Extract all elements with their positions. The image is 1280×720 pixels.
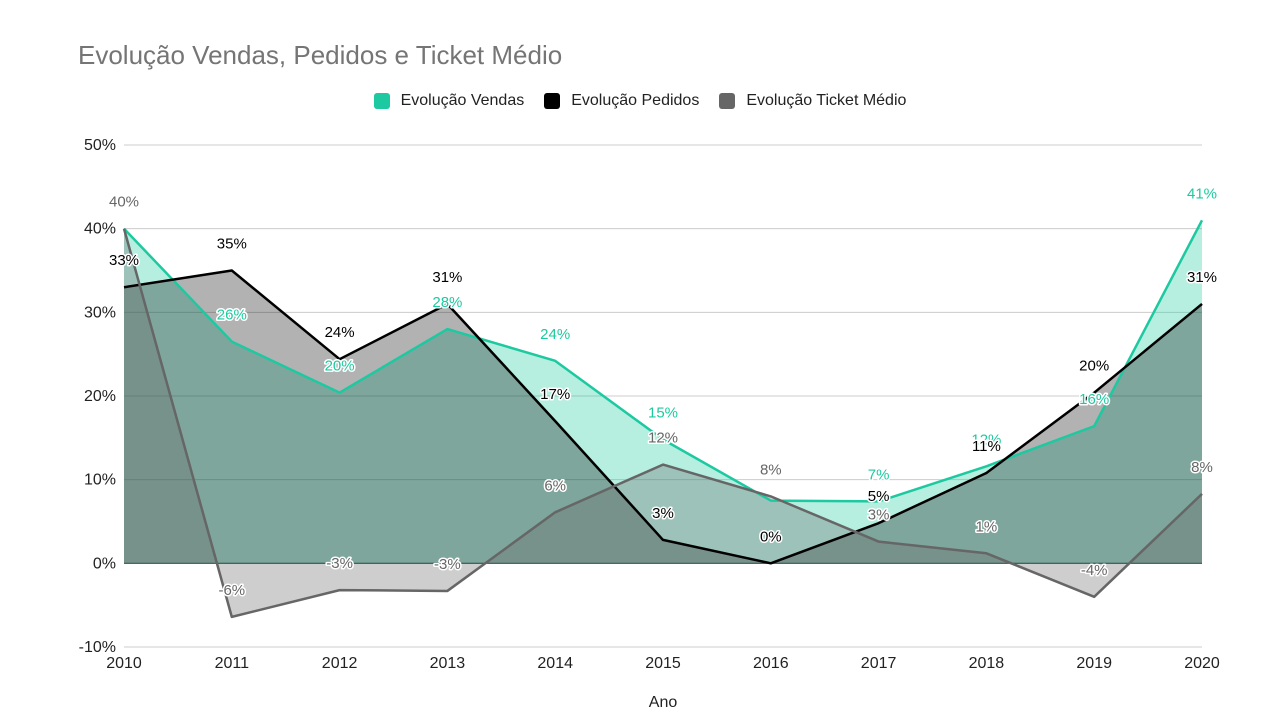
legend-item-ticket[interactable]: Evolução Ticket Médio [719,92,906,110]
legend-label-ticket: Evolução Ticket Médio [746,92,907,109]
data-label: 41% [1187,185,1217,202]
legend-swatch-ticket [719,93,736,109]
y-tick-label: 30% [84,304,116,321]
data-label: 12% [648,430,678,447]
x-tick-label: 2012 [322,655,358,672]
data-label: -4% [1081,562,1108,579]
series-line [123,269,1203,565]
x-tick-label: 2011 [215,655,250,672]
legend-swatch-vendas [373,93,390,109]
data-label: -3% [434,556,461,573]
data-label: 28% [432,294,462,311]
data-label: 31% [1187,269,1217,286]
legend-item-pedidos[interactable]: Evolução Pedidos [544,92,699,110]
data-label: 24% [325,324,355,341]
series-line [122,228,1203,619]
data-label: 5% [868,488,890,505]
chart-title: Evolução Vendas, Pedidos e Ticket Médio [78,40,563,70]
data-label: 8% [760,461,782,478]
data-label: 11% [972,438,1001,455]
x-tick-label: 2015 [645,655,681,672]
data-label: 33% [109,252,139,269]
data-label: 6% [544,477,566,494]
data-label: 26% [217,307,247,324]
y-tick-label: 50% [84,137,116,154]
legend-swatch-pedidos [544,93,561,109]
y-tick-label: 0% [93,555,116,572]
data-label: 3% [652,505,674,522]
data-label: 40% [109,194,139,211]
data-label: 17% [540,386,570,403]
series-line [123,219,1204,503]
x-tick-label: 2019 [1076,655,1112,672]
data-label: 0% [760,528,782,545]
x-tick-label: 2020 [1184,655,1220,672]
data-label: 20% [325,358,355,375]
series-area [124,220,1202,564]
data-label: 3% [868,507,890,524]
y-tick-label: 20% [84,388,116,405]
legend-item-vendas[interactable]: Evolução Vendas [373,92,525,110]
data-label: -3% [326,555,353,572]
data-label: 24% [540,326,570,343]
x-tick-label: 2013 [430,655,466,672]
data-label: 12% [971,431,1001,448]
y-tick-label: 40% [84,221,116,238]
data-label: -6% [218,582,245,599]
y-tick-label: 10% [84,472,116,489]
data-label: 31% [432,269,462,286]
legend-label-pedidos: Evolução Pedidos [571,92,700,109]
data-label: 15% [648,405,678,422]
legend-label-vendas: Evolução Vendas [400,92,525,109]
data-label: 8% [1191,459,1213,476]
data-label: 20% [1079,358,1109,375]
series-area [124,270,1202,564]
x-tick-label: 2016 [753,655,789,672]
x-tick-label: 2018 [969,655,1005,672]
data-label: 1% [976,518,998,535]
data-label: 35% [217,236,247,253]
x-axis-label: Ano [648,694,678,711]
y-tick-label: -10% [79,639,116,656]
x-tick-label: 2010 [106,655,142,672]
x-tick-label: 2017 [861,655,897,672]
legend: Evolução Vendas Evolução Pedidos Evoluçã… [0,92,1280,110]
data-label: 7% [868,466,890,483]
x-tick-label: 2014 [537,655,573,672]
data-label: 16% [1079,391,1109,408]
